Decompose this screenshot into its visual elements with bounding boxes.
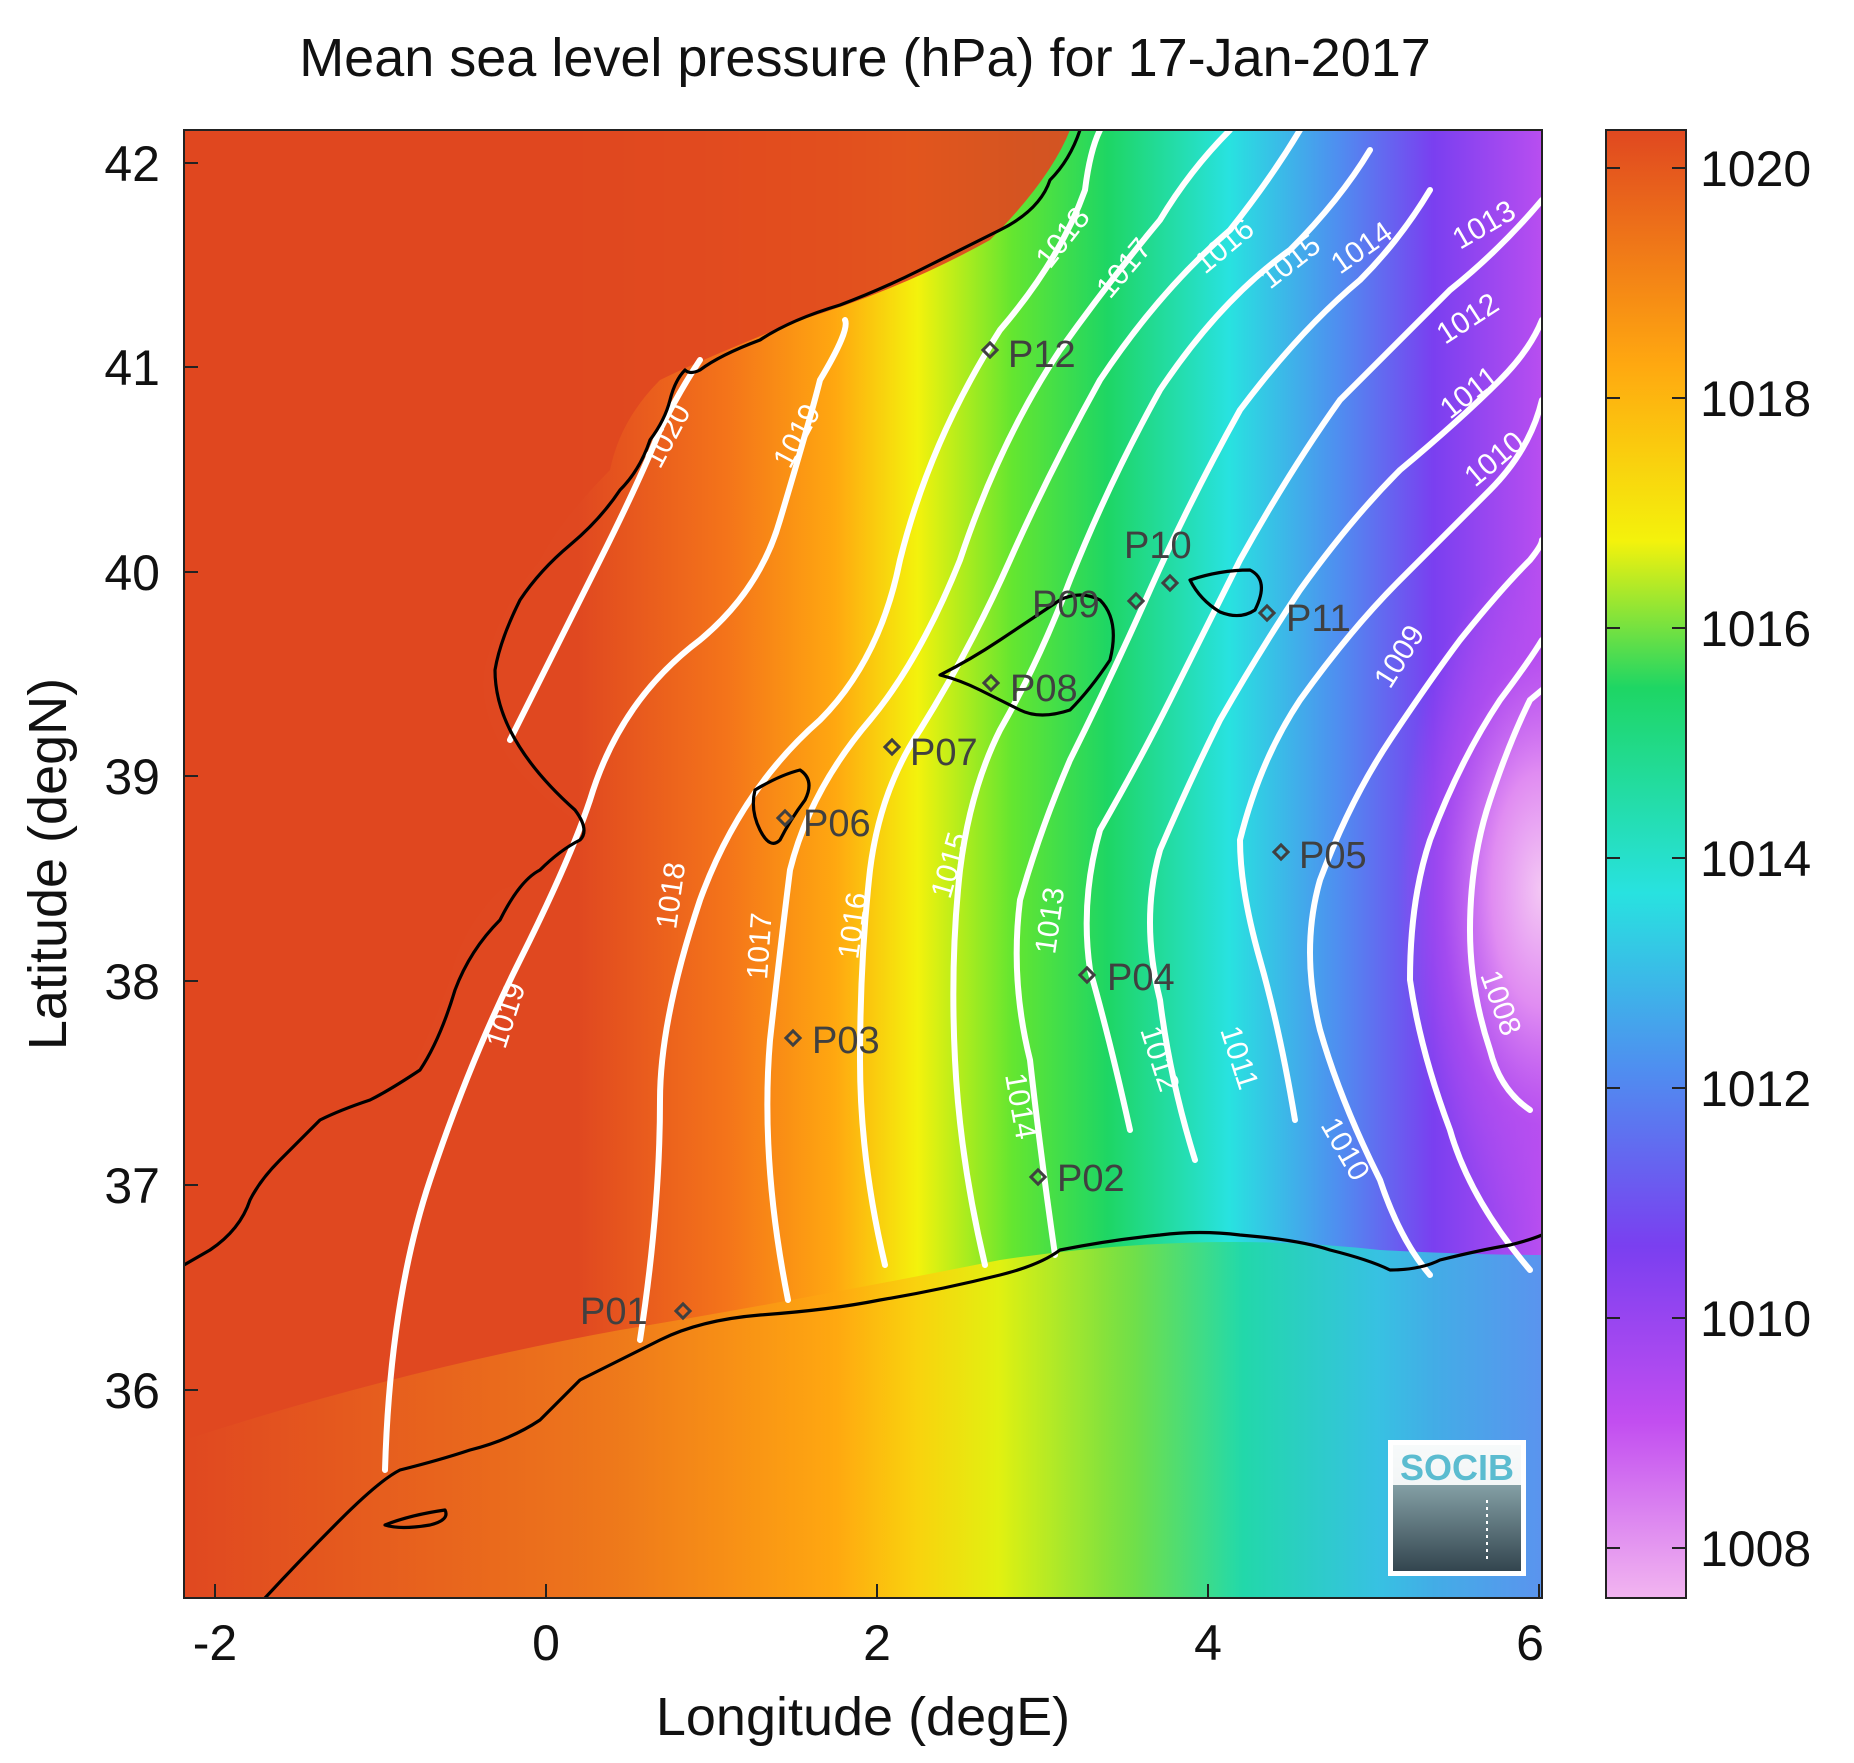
station-label-P11: P11	[1286, 598, 1351, 640]
x-tick-label: 2	[863, 1615, 891, 1671]
stations: P01 P02 P03 P04 P05 P06 P07 P08 P09 P10 …	[580, 334, 1367, 1333]
isobar-1019	[382, 317, 849, 1473]
isobar-1009	[1406, 637, 1542, 1273]
station-P07[interactable]: P07	[882, 732, 978, 774]
station-P11[interactable]: P11	[1257, 598, 1351, 640]
logo-banner	[1393, 1445, 1521, 1485]
x-tick-marks	[214, 1584, 1540, 1598]
station-P03[interactable]: P03	[783, 1020, 880, 1062]
iberia-coast	[184, 130, 1082, 1267]
logo-text: SOCIB	[1400, 1447, 1514, 1488]
y-tick-labels: 42 41 40 39 38 37 36	[104, 136, 160, 1419]
station-P05[interactable]: P05	[1271, 835, 1367, 877]
colorbar-tick-label: 1014	[1700, 831, 1811, 887]
colorbar-tick-label: 1012	[1700, 1061, 1811, 1117]
isobar-1012	[1147, 317, 1542, 1163]
colorbar-tick-label: 1016	[1700, 601, 1811, 657]
colorbar-tick-marks	[1606, 167, 1686, 1549]
station-P12[interactable]: P12	[980, 334, 1076, 376]
station-label-P10: P10	[1124, 525, 1192, 567]
isobar-1018	[637, 130, 1103, 1343]
x-axis-label: Longitude (degE)	[656, 1687, 1070, 1747]
mallorca-coast	[938, 593, 1115, 717]
y-tick-label: 39	[104, 749, 160, 805]
colorbar-tick-labels: 1020 1018 1016 1014 1012 1010 1008	[1700, 141, 1811, 1577]
station-label-P02: P02	[1057, 1158, 1125, 1200]
y-tick-marks	[184, 162, 198, 1391]
y-tick-label: 37	[104, 1158, 160, 1214]
plot-frame	[183, 129, 1543, 1599]
isobar-1017	[764, 130, 1233, 1303]
isobars	[382, 130, 1542, 1473]
station-P02[interactable]: P02	[1028, 1158, 1125, 1200]
africa-coast	[263, 1230, 1542, 1598]
isobar-1011	[1236, 397, 1542, 1123]
menorca-coast	[1188, 568, 1263, 618]
colorbar-tick-label: 1008	[1700, 1521, 1811, 1577]
contour-label-1017b: 1017	[741, 912, 779, 981]
isobar-1020	[507, 357, 703, 743]
station-label-P01: P01	[580, 1291, 648, 1333]
y-tick-label: 42	[104, 136, 160, 192]
y-tick-label: 36	[104, 1363, 160, 1419]
station-P08[interactable]: P08	[981, 668, 1078, 710]
socib-logo: SOCIB	[1388, 1440, 1526, 1576]
colorbar-gradient	[1605, 129, 1687, 1599]
south-field	[184, 1242, 1542, 1598]
colorbar-tick-label: 1010	[1700, 1291, 1811, 1347]
station-label-P07: P07	[910, 732, 978, 774]
isobar-1008	[1466, 687, 1542, 1113]
station-P09[interactable]: P09	[1032, 584, 1146, 626]
isobar-1010	[1307, 537, 1542, 1278]
station-label-P12: P12	[1008, 334, 1076, 376]
colorbar: 1020 1018 1016 1014 1012 1010 1008	[1605, 129, 1811, 1599]
station-P06[interactable]: P06	[775, 803, 871, 845]
isobar-1014	[1013, 187, 1433, 1258]
y-axis-label: Latitude (degN)	[18, 678, 78, 1050]
station-P10[interactable]: P10	[1124, 525, 1192, 593]
station-P01[interactable]: P01	[580, 1291, 693, 1333]
iberia-land	[184, 130, 1070, 1270]
station-label-P03: P03	[812, 1020, 880, 1062]
station-label-P09: P09	[1032, 584, 1100, 626]
y-tick-label: 38	[104, 954, 160, 1010]
isobar-1013	[1083, 197, 1542, 1133]
x-tick-labels: -2 0 2 4 6	[193, 1615, 1544, 1671]
station-P04[interactable]: P04	[1077, 957, 1175, 999]
station-label-P06: P06	[803, 803, 871, 845]
y-tick-label: 40	[104, 545, 160, 601]
station-label-P04: P04	[1107, 957, 1175, 999]
isobar-1016	[856, 130, 1303, 1268]
isobar-1015	[950, 147, 1373, 1268]
alboran-island	[383, 1508, 448, 1530]
x-tick-label: 0	[532, 1615, 560, 1671]
colorbar-tick-label: 1018	[1700, 371, 1811, 427]
coastlines	[184, 130, 1542, 1598]
x-tick-label: -2	[193, 1615, 237, 1671]
x-tick-label: 4	[1194, 1615, 1222, 1671]
pressure-field: 1020 1019 1019 1018 1018 1017 1017 1016 …	[184, 130, 1542, 1598]
low-pressure-center	[1200, 450, 1542, 1250]
station-label-P05: P05	[1299, 835, 1367, 877]
station-label-P08: P08	[1010, 668, 1078, 710]
y-tick-label: 41	[104, 340, 160, 396]
x-tick-label: 6	[1516, 1615, 1544, 1671]
chart-title: Mean sea level pressure (hPa) for 17-Jan…	[299, 28, 1431, 88]
colorbar-tick-label: 1020	[1700, 141, 1811, 197]
